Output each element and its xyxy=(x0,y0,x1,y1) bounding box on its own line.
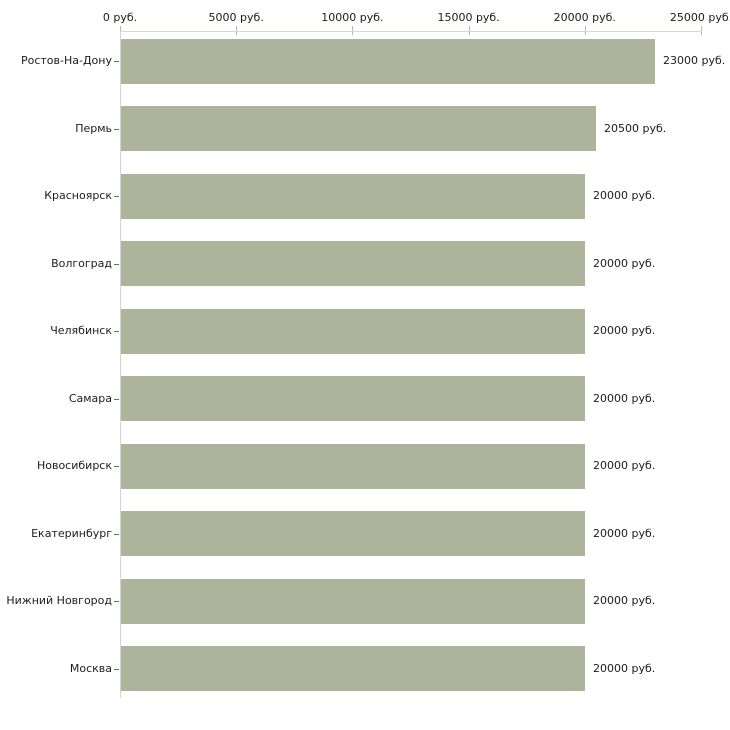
x-tick-mark xyxy=(120,26,121,35)
x-tick-mark xyxy=(469,26,470,35)
y-axis-line xyxy=(120,31,121,698)
bar xyxy=(120,173,585,219)
value-label: 20000 руб. xyxy=(593,661,656,675)
bar xyxy=(120,106,596,151)
bar xyxy=(120,376,585,421)
category-tick xyxy=(114,129,119,130)
category-label: Ростов-На-Дону xyxy=(20,54,112,67)
category-label: Волгоград xyxy=(51,256,112,270)
value-label: 20000 руб. xyxy=(593,324,656,337)
x-tick-mark xyxy=(236,26,237,35)
value-label: 20000 руб. xyxy=(593,189,656,202)
x-tick-label: 15000 руб. xyxy=(437,11,500,24)
category-label: Москва xyxy=(69,661,112,675)
x-tick-label: 0 руб. xyxy=(102,11,138,24)
category-label: Пермь xyxy=(75,121,112,135)
value-label: 23000 руб. xyxy=(663,54,726,67)
bar xyxy=(120,578,585,624)
x-tick-label: 5000 руб. xyxy=(208,11,264,24)
bar xyxy=(120,511,585,556)
x-tick-label: 20000 руб. xyxy=(553,11,616,24)
category-tick xyxy=(114,264,119,265)
bar xyxy=(120,241,585,286)
category-label: Нижний Новгород xyxy=(6,594,112,607)
x-tick-label: 10000 руб. xyxy=(321,11,384,24)
category-tick xyxy=(114,669,119,670)
bar xyxy=(120,308,585,354)
category-label: Самара xyxy=(68,391,112,405)
category-label: Челябинск xyxy=(50,324,112,337)
value-label: 20000 руб. xyxy=(593,256,656,270)
category-tick xyxy=(114,399,119,400)
bar xyxy=(120,38,655,84)
value-label: 20000 руб. xyxy=(593,526,656,540)
category-tick xyxy=(114,534,119,535)
value-label: 20000 руб. xyxy=(593,459,656,472)
category-tick xyxy=(114,466,119,467)
x-tick-mark xyxy=(352,26,353,35)
x-tick-mark xyxy=(585,26,586,35)
category-tick xyxy=(114,601,119,602)
category-tick xyxy=(114,61,119,62)
value-label: 20000 руб. xyxy=(593,391,656,405)
x-tick-label: 25000 руб. xyxy=(669,11,730,24)
x-tick-mark xyxy=(701,26,702,35)
category-tick xyxy=(114,196,119,197)
value-label: 20500 руб. xyxy=(604,121,667,135)
category-label: Екатеринбург xyxy=(31,526,112,540)
category-label: Новосибирск xyxy=(36,459,112,472)
category-label: Красноярск xyxy=(44,189,112,202)
x-axis-line xyxy=(120,31,702,32)
bar xyxy=(120,646,585,691)
value-label: 20000 руб. xyxy=(593,594,656,607)
bar xyxy=(120,443,585,489)
category-tick xyxy=(114,331,119,332)
